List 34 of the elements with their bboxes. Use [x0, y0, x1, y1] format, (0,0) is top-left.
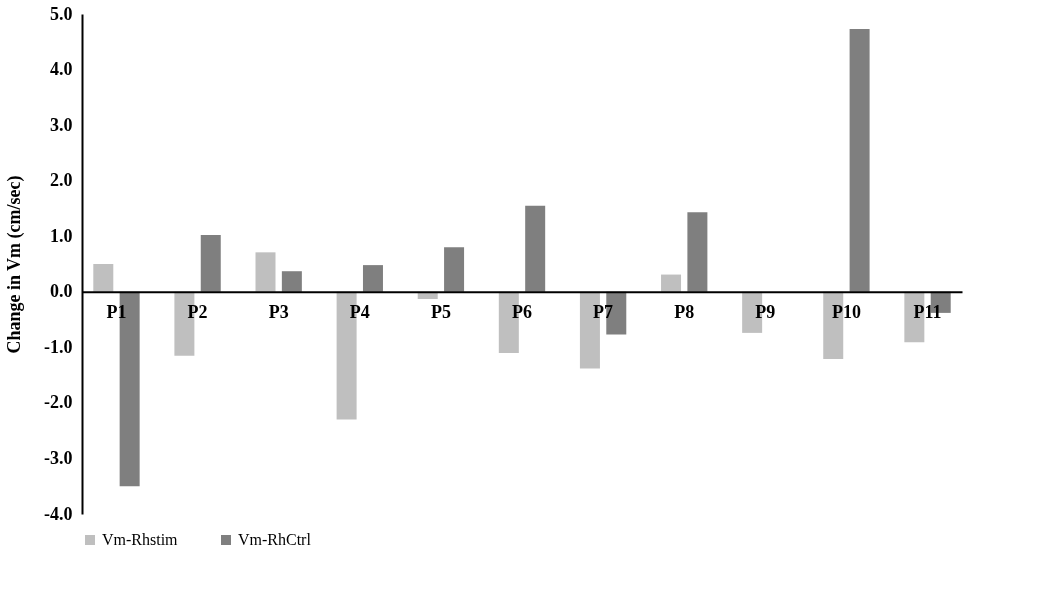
bar [687, 212, 708, 292]
y-tick-label: 0.0 [50, 281, 73, 302]
legend-label: Vm-Rhstim [102, 531, 179, 548]
legend-label: Vm-RhCtrl [238, 531, 312, 548]
bar [362, 265, 383, 292]
bar [93, 264, 114, 292]
bar [525, 205, 546, 292]
y-tick-label: 5.0 [50, 3, 73, 24]
bar [281, 271, 302, 292]
x-tick-label: P10 [831, 302, 861, 323]
y-axis-title: Change in Vm (cm/sec) [4, 175, 26, 354]
y-tick-label: -3.0 [44, 447, 73, 468]
bar [255, 252, 276, 292]
x-tick-label: P3 [268, 302, 289, 323]
bar [200, 235, 221, 292]
x-tick-label: P9 [755, 302, 776, 323]
y-tick-label: 4.0 [50, 59, 73, 80]
x-tick-label: P2 [187, 302, 208, 323]
y-tick-label: -2.0 [44, 392, 73, 413]
y-tick-label: -1.0 [44, 336, 73, 357]
y-tick-label: 3.0 [50, 114, 73, 135]
x-tick-label: P7 [593, 302, 614, 323]
x-tick-label: P6 [512, 302, 532, 323]
x-tick-label: P1 [106, 302, 127, 323]
x-tick-label: P8 [674, 302, 695, 323]
y-tick-label: -4.0 [44, 503, 73, 524]
bar [444, 247, 465, 292]
x-tick-label: P5 [430, 302, 451, 323]
y-tick-label: 2.0 [50, 170, 73, 191]
x-tick-label: P4 [349, 302, 370, 323]
bar [661, 274, 682, 292]
bar [849, 29, 870, 292]
y-tick-label: 1.0 [50, 225, 73, 246]
x-tick-label: P11 [913, 302, 942, 323]
